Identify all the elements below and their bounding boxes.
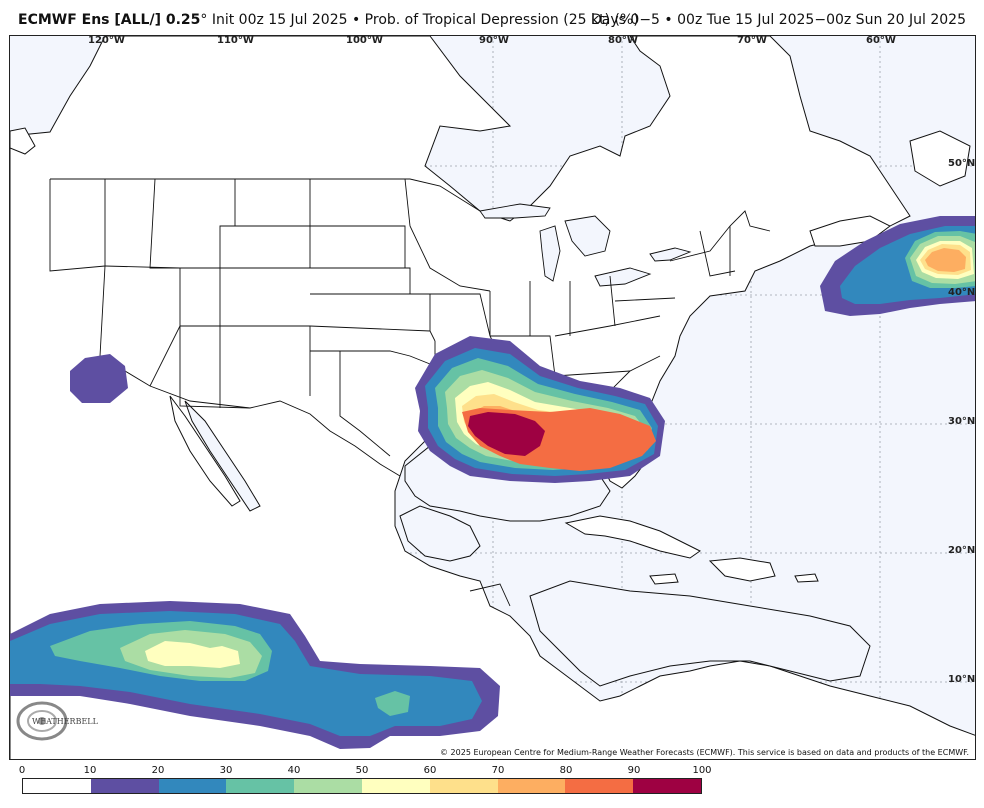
lat-label-50n: 50°N	[948, 158, 976, 169]
title-bar: ECMWF Ens [ALL/] 0.25° Init 00z 15 Jul 2…	[0, 0, 984, 34]
lon-label-90w: 90°W	[479, 35, 509, 46]
lon-label-120w: 120°W	[88, 35, 125, 46]
colorbar-segment-8	[565, 779, 634, 793]
colorbar-tick-10: 10	[83, 765, 97, 776]
colorbar-tick-20: 20	[151, 765, 165, 776]
colorbar-segment-1	[90, 779, 159, 793]
probability-field	[10, 216, 975, 749]
lat-label-20n: 20°N	[948, 545, 976, 556]
lon-label-70w: 70°W	[737, 35, 767, 46]
colorbar-tick-30: 30	[219, 765, 233, 776]
atl-70-contour	[925, 248, 966, 272]
colorbar	[22, 778, 702, 794]
colorbar-tick-50: 50	[355, 765, 369, 776]
atlantic-system	[820, 216, 975, 316]
pac-40b-contour	[375, 691, 410, 716]
title-model: ECMWF Ens [ALL/] 0.25	[18, 12, 201, 28]
lon-label-60w: 60°W	[866, 35, 896, 46]
colorbar-tick-70: 70	[491, 765, 505, 776]
lat-label-40n: 40°N	[948, 287, 976, 298]
valid-period: Days 0−5 • 00z Tue 15 Jul 2025−00z Sun 2…	[591, 12, 966, 28]
title-description: Init 00z 15 Jul 2025 • Prob. of Tropical…	[207, 12, 639, 28]
title-degree: °	[200, 12, 208, 28]
great-lakes	[479, 203, 692, 287]
probability-map[interactable]: 120°W 110°W 100°W 90°W 80°W 70°W 60°W 50…	[9, 35, 976, 760]
lon-label-100w: 100°W	[346, 35, 383, 46]
colorbar-segment-0	[23, 779, 91, 793]
lat-label-10n: 10°N	[948, 674, 976, 685]
colorbar-segment-3	[226, 779, 295, 793]
cal-10-contour	[70, 354, 128, 403]
colorbar-tick-80: 80	[559, 765, 573, 776]
lon-label-110w: 110°W	[217, 35, 254, 46]
colorbar-tick-0: 0	[18, 765, 26, 776]
copyright-notice: © 2025 European Centre for Medium-Range …	[440, 748, 969, 757]
pac-50-contour	[145, 641, 240, 668]
weatherbell-logo: WEATHERBELL	[14, 699, 98, 745]
lat-label-30n: 30°N	[948, 416, 976, 427]
gulf-coast-system	[415, 336, 665, 483]
colorbar-segment-6	[429, 779, 498, 793]
colorbar-segment-4	[294, 779, 362, 793]
colorbar-tick-100: 100	[692, 765, 712, 776]
colorbar-segment-7	[497, 779, 566, 793]
colorbar-tick-60: 60	[423, 765, 437, 776]
colorbar-segment-2	[158, 779, 227, 793]
map-title: ECMWF Ens [ALL/] 0.25° Init 00z 15 Jul 2…	[18, 12, 639, 28]
political-borders	[49, 178, 771, 607]
colorbar-segment-9	[633, 779, 701, 793]
pacific-system	[10, 601, 500, 749]
gulf-90-contour	[468, 412, 545, 456]
colorbar-tick-90: 90	[627, 765, 641, 776]
colorbar-tick-40: 40	[287, 765, 301, 776]
lon-label-80w: 80°W	[608, 35, 638, 46]
colorbar-segment-5	[361, 779, 430, 793]
logo-text: WEATHERBELL	[32, 717, 98, 726]
logo-swirl-icon	[16, 701, 68, 741]
california-system	[70, 354, 128, 403]
